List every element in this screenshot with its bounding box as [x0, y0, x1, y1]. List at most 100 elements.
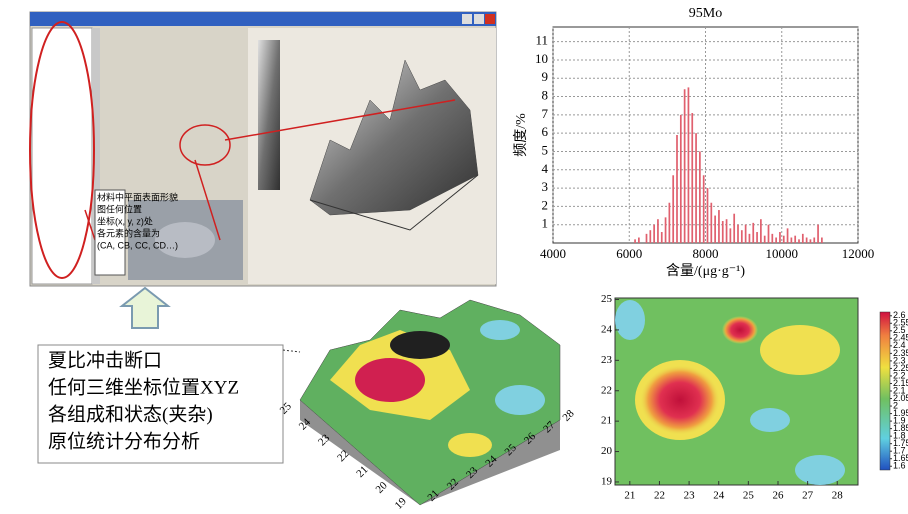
heatmap-y-tick: 24 [601, 323, 613, 335]
y-tick-label: 8 [542, 88, 549, 103]
y-axis-label: 频度/% [513, 113, 529, 157]
bar [665, 217, 667, 243]
colorbar [880, 312, 890, 470]
x-tick-label: 10000 [766, 246, 799, 261]
heatmap-x-tick: 21 [624, 490, 635, 502]
surface-y-tick: 19 [393, 495, 410, 509]
bar [634, 239, 636, 243]
bar [726, 219, 728, 243]
y-tick-label: 1 [542, 216, 549, 231]
bar [737, 225, 739, 243]
bar [688, 87, 690, 243]
bar [718, 210, 720, 243]
bar [745, 225, 747, 243]
y-tick-label: 10 [535, 51, 548, 66]
bar [646, 234, 648, 243]
heatmap-y-tick: 25 [601, 293, 613, 305]
heatmap-x-tick: 28 [832, 490, 844, 502]
heatmap-x-tick: 27 [802, 490, 814, 502]
surface-3d [300, 300, 560, 505]
colorbar-tick: 1.6 [893, 461, 906, 471]
note-text: 材料中平面表面形貌 [97, 191, 178, 202]
callout-line: 任何三维坐标位置XYZ [48, 376, 239, 398]
heatmap-x-tick: 23 [684, 490, 696, 502]
bar [707, 188, 709, 243]
y-tick-label: 7 [542, 106, 549, 121]
bar [710, 203, 712, 243]
bar [714, 216, 716, 243]
bar [699, 151, 701, 243]
callout-line: 夏比冲击断口 [48, 349, 162, 371]
bar [741, 230, 743, 243]
note-text: (CA, CB, CC, CD…) [97, 240, 178, 250]
bar [649, 230, 651, 243]
heatmap-y-tick: 23 [601, 354, 613, 366]
bar [794, 236, 796, 243]
chart-title: 95Mo [689, 6, 722, 21]
bar [817, 225, 819, 243]
heatmap-y-tick: 21 [601, 415, 612, 427]
bar [783, 236, 785, 243]
bar [653, 225, 655, 243]
x-tick-label: 4000 [540, 246, 566, 261]
bar [691, 113, 693, 243]
surface-x-tick: 28 [560, 407, 577, 424]
y-tick-label: 9 [542, 69, 549, 84]
bar [638, 238, 640, 243]
heatmap-x-tick: 26 [772, 490, 784, 502]
bar [695, 133, 697, 243]
callout-line: 各组成和状态(夹杂) [48, 403, 213, 425]
bar [733, 214, 735, 243]
bar [752, 223, 754, 243]
x-tick-label: 8000 [693, 246, 719, 261]
note-text: 坐标(x, y, z)处 [97, 215, 153, 226]
bar [672, 175, 674, 243]
heatmap-y-tick: 20 [601, 445, 613, 457]
bar [676, 135, 678, 243]
bar [821, 238, 823, 243]
heatmap-x-tick: 25 [743, 490, 755, 502]
bar [680, 115, 682, 243]
bar [798, 239, 800, 243]
bar [703, 175, 705, 243]
bar [768, 225, 770, 243]
bar [764, 236, 766, 243]
figure: 材料中平面表面形貌图任何位置坐标(x, y, z)处各元素的含量为 (CA, CB… [0, 0, 908, 509]
x-axis-label: 含量/(μg·g⁻¹) [666, 263, 745, 279]
bar [760, 219, 762, 243]
bar [775, 238, 777, 243]
bar [657, 219, 659, 243]
heatmap [615, 298, 890, 485]
y-tick-label: 6 [542, 124, 549, 139]
bar [669, 203, 671, 243]
x-tick-label: 6000 [616, 246, 642, 261]
bar [813, 238, 815, 243]
bar [779, 232, 781, 243]
bar [787, 228, 789, 243]
bar [806, 238, 808, 243]
bar [749, 234, 751, 243]
bar [802, 234, 804, 243]
bar [661, 232, 663, 243]
arrow [122, 288, 168, 328]
y-tick-label: 5 [542, 142, 549, 157]
y-tick-label: 2 [542, 197, 549, 212]
note-text: 图任何位置 [97, 203, 142, 214]
bar [771, 234, 773, 243]
heatmap-x-tick: 22 [654, 490, 665, 502]
x-tick-label: 12000 [842, 246, 875, 261]
heatmap-y-tick: 22 [601, 384, 612, 396]
y-tick-label: 4 [542, 161, 549, 176]
bar [810, 239, 812, 243]
y-tick-label: 3 [542, 179, 549, 194]
bar [756, 232, 758, 243]
bar [730, 228, 732, 243]
heatmap-y-tick: 19 [601, 475, 613, 487]
bar [722, 221, 724, 243]
note-text: 各元素的含量为 [97, 227, 160, 238]
bar [791, 238, 793, 243]
bar [684, 89, 686, 243]
callout-line: 原位统计分布分析 [48, 430, 200, 452]
heatmap-x-tick: 24 [713, 490, 725, 502]
